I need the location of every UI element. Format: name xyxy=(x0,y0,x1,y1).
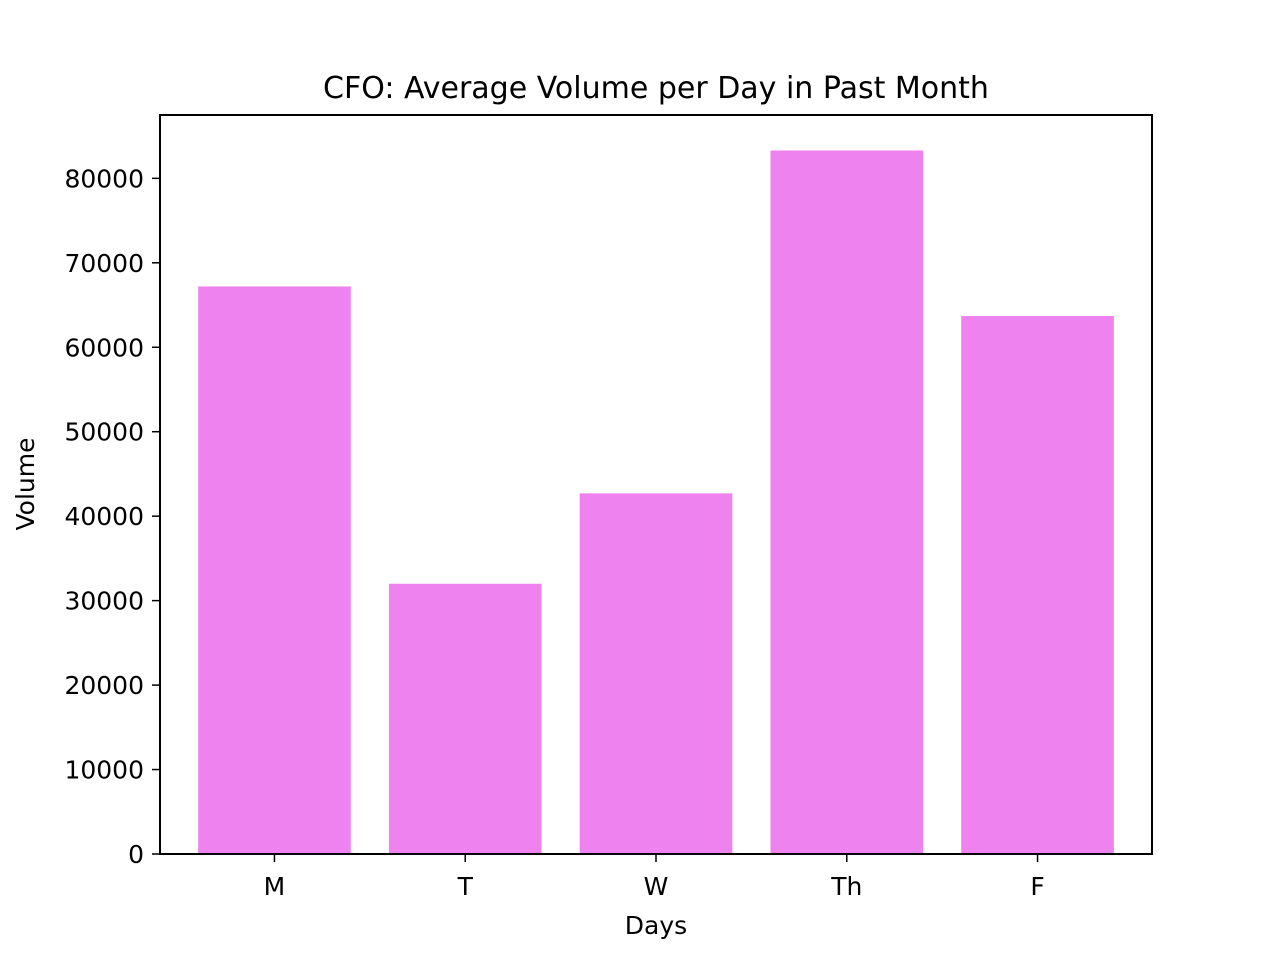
y-tick-label: 60000 xyxy=(64,333,144,362)
y-tick-label: 10000 xyxy=(64,756,144,785)
y-tick-label: 40000 xyxy=(64,502,144,531)
x-axis-ticks: M T W Th F xyxy=(264,854,1045,901)
bars-group xyxy=(198,150,1114,855)
bar-f xyxy=(961,316,1114,854)
x-axis-label: Days xyxy=(625,911,687,940)
plot-frame xyxy=(159,114,1153,855)
y-tick-label: 0 xyxy=(128,840,144,869)
x-tick-label: T xyxy=(457,872,474,901)
x-tick-label: W xyxy=(644,872,669,901)
plot-border xyxy=(159,114,1153,855)
x-tick-label: Th xyxy=(830,872,862,901)
y-axis-label: Volume xyxy=(11,438,40,531)
y-tick-label: 80000 xyxy=(64,164,144,193)
bar-th xyxy=(770,150,924,855)
x-tick-label: M xyxy=(264,872,286,901)
x-tick-label: F xyxy=(1030,872,1044,901)
bar-t xyxy=(388,583,542,854)
bar-m xyxy=(198,286,351,854)
chart-title: CFO: Average Volume per Day in Past Mont… xyxy=(323,71,989,106)
y-tick-label: 20000 xyxy=(64,671,144,700)
y-tick-label: 30000 xyxy=(64,587,144,616)
y-axis-ticks: 0 10000 20000 30000 40000 50000 60000 70000 8000… xyxy=(64,164,160,869)
bar-w xyxy=(579,493,733,854)
y-tick-label: 70000 xyxy=(64,249,144,278)
y-tick-label: 50000 xyxy=(64,418,144,447)
